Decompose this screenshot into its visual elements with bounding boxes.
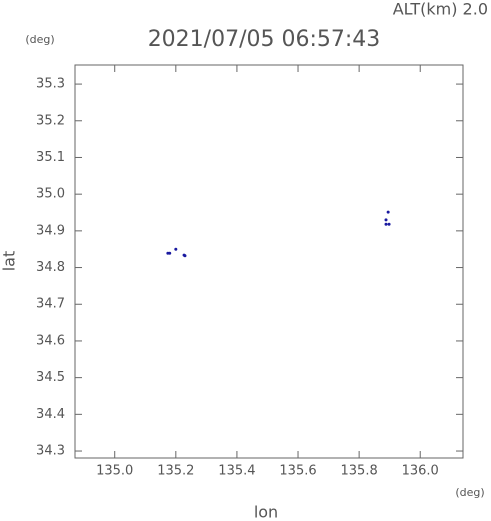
x-tick-label: 135.4 [218,464,255,479]
point [168,251,172,255]
point [384,222,388,226]
x-tick-label: 135.8 [341,464,378,479]
point [183,254,187,258]
chart-title: 2021/07/05 06:57:43 [148,27,381,52]
x-axis-label: lon [254,503,278,521]
point [174,247,178,251]
x-tick-label: 135.0 [96,464,133,479]
y-tick-label: 34.7 [36,297,65,312]
y-tick-label: 35.2 [36,113,65,128]
point [384,218,388,222]
y-tick-label: 35.0 [36,187,65,202]
y-unit: (deg) [25,33,54,46]
x-tick-label: 135.2 [157,464,194,479]
y-tick-label: 35.3 [36,77,65,92]
x-tick-label: 135.6 [279,464,316,479]
point [387,222,391,226]
plot-frame [74,64,464,459]
y-tick-label: 35.1 [36,150,65,165]
y-tick-label: 34.6 [36,333,65,348]
y-tick-label: 34.3 [36,444,65,459]
y-tick-label: 34.8 [36,260,65,275]
y-axis-label: lat [0,251,19,272]
x-tick-label: 136.0 [402,464,439,479]
y-tick-label: 34.4 [36,407,65,422]
altitude-label: ALT(km) 2.0 [393,0,488,19]
y-tick-label: 34.5 [36,370,65,385]
x-unit: (deg) [455,486,484,499]
y-tick-label: 34.9 [36,223,65,238]
point [386,210,390,214]
